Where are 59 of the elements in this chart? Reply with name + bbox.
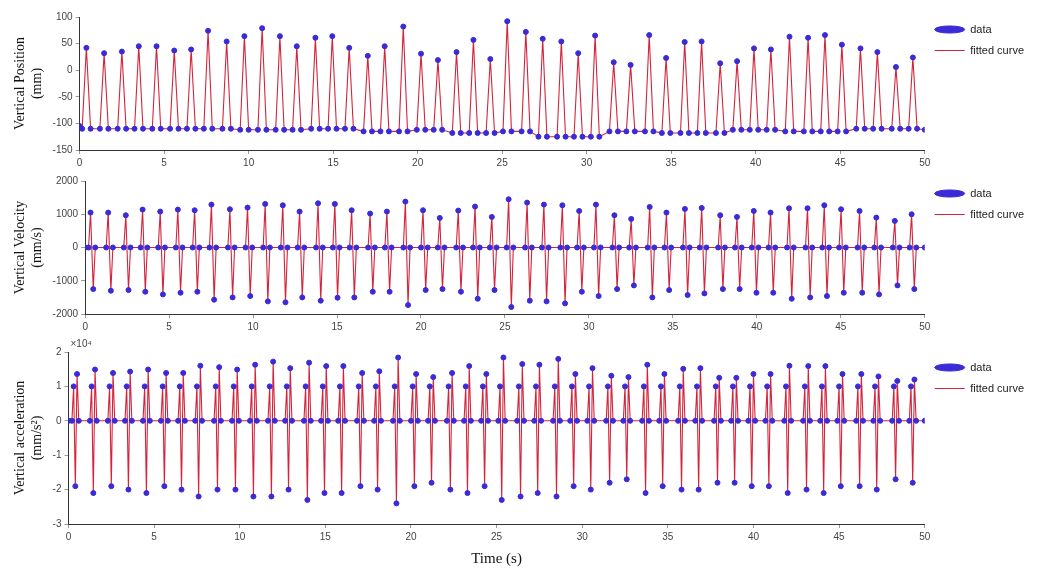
legend-label: fitted curve <box>970 43 1025 56</box>
y-tick-label: -3 <box>52 517 62 529</box>
y-tick-label: 1 <box>55 380 62 392</box>
x-tick-label: 15 <box>327 156 340 168</box>
legend-label: fitted curve <box>970 207 1025 220</box>
y-tick-label: 50 <box>61 37 74 49</box>
x-tick-label: 5 <box>166 320 173 332</box>
legend-label: data <box>970 186 993 199</box>
y-axis-title: Vertical Velocity (mm/s) <box>12 200 45 295</box>
x-tick-label: 45 <box>833 530 846 542</box>
x-tick-label: 45 <box>834 156 847 168</box>
x-tick-label: 35 <box>667 320 679 332</box>
x-axis-title: Time (s) <box>471 549 522 567</box>
x-tick-label: 10 <box>243 156 255 168</box>
y-tick-label: 1000 <box>55 208 79 219</box>
x-tick-label: 20 <box>415 320 427 332</box>
x-tick-label: 50 <box>919 320 931 332</box>
legend-label: data <box>970 22 993 35</box>
x-tick-label: 30 <box>581 156 593 168</box>
y-tick-label: -2 <box>52 483 62 495</box>
legend-label: data <box>970 360 993 373</box>
y-tick-label: -50 <box>58 90 74 102</box>
x-tick-label: 20 <box>405 530 417 542</box>
x-tick-label: 15 <box>319 530 332 542</box>
x-tick-label: 10 <box>247 320 260 332</box>
x-tick-label: 20 <box>412 156 424 168</box>
y-tick-label: 0 <box>72 241 79 253</box>
x-tick-label: 40 <box>750 156 762 168</box>
x-tick-label: 25 <box>491 530 503 542</box>
y-tick-label: 0 <box>55 414 62 426</box>
x-tick-label: 15 <box>331 320 344 332</box>
y-tick-label: -1 <box>52 448 62 460</box>
y-tick-label: -150 <box>52 143 74 155</box>
x-tick-label: 5 <box>151 530 158 542</box>
x-tick-label: 30 <box>583 320 595 332</box>
x-tick-label: 25 <box>496 156 509 168</box>
y-axis-title: Vertical acceleration (mm/s²) <box>12 380 45 496</box>
x-tick-label: 50 <box>919 156 931 168</box>
y-tick-label: -2000 <box>52 307 79 319</box>
x-tick-label: 30 <box>576 530 589 542</box>
y-tick-label: 0 <box>67 63 74 75</box>
y-tick-label: 2000 <box>55 174 79 186</box>
x-tick-label: 35 <box>662 530 674 542</box>
y-tick-label: 2 <box>55 345 62 357</box>
x-tick-label: 0 <box>82 320 89 332</box>
text: ×10⁴ <box>70 337 92 349</box>
y-tick-label: 100 <box>55 10 74 22</box>
y-tick-label: -1000 <box>52 274 79 286</box>
y-axis-title: Vertical Position (mm) <box>12 37 45 130</box>
x-tick-label: 50 <box>919 530 931 542</box>
y-tick-label: -100 <box>52 117 74 129</box>
x-tick-label: 10 <box>234 530 246 542</box>
legend-label: fitted curve <box>970 381 1025 394</box>
x-tick-label: 5 <box>161 156 168 168</box>
x-tick-label: 25 <box>499 320 511 332</box>
x-tick-label: 45 <box>835 320 847 332</box>
x-tick-label: 40 <box>751 320 763 332</box>
x-tick-label: 40 <box>747 530 760 542</box>
x-tick-label: 35 <box>665 156 678 168</box>
